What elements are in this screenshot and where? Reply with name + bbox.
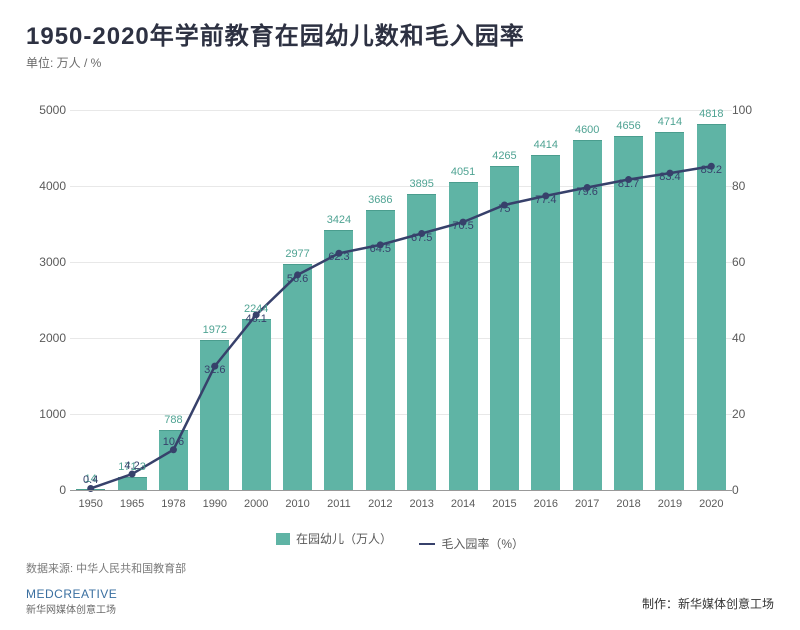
legend-line-label: 毛入园率（%） <box>441 535 524 552</box>
y-right-tick: 20 <box>732 407 772 421</box>
line-value-label: 67.5 <box>411 232 432 244</box>
chart-title: 1950-2020年学前教育在园幼儿数和毛入园率 <box>26 16 525 51</box>
line-value-label: 0.4 <box>83 474 98 486</box>
x-tick-label: 2013 <box>409 498 433 510</box>
y-left-tick: 1000 <box>26 407 66 421</box>
bar-value-label: 3686 <box>368 194 392 206</box>
data-source: 数据来源: 中华人民共和国教育部 <box>26 560 186 576</box>
bar-value-label: 788 <box>164 414 182 426</box>
line-value-label: 46.1 <box>245 313 266 325</box>
x-axis-line <box>70 490 732 491</box>
line-value-label: 81.7 <box>618 178 639 190</box>
bar <box>697 124 726 490</box>
bar-value-label: 4600 <box>575 124 599 136</box>
bar <box>283 264 312 490</box>
bar <box>242 319 271 490</box>
legend: 在园幼儿（万人） 毛入园率（%） <box>0 530 800 552</box>
bar-value-label: 4714 <box>658 116 682 128</box>
line-value-label: 79.6 <box>576 186 597 198</box>
bar-value-label: 4656 <box>616 120 640 132</box>
bar-value-label: 4265 <box>492 150 516 162</box>
producer: 制作：新华媒体创意工场 <box>642 595 774 612</box>
y-right-tick: 40 <box>732 331 772 345</box>
x-tick-label: 2011 <box>327 498 351 510</box>
chart-unit: 单位: 万人 / % <box>26 54 101 71</box>
bar <box>200 340 229 490</box>
legend-line: 毛入园率（%） <box>419 535 524 552</box>
line-value-label: 62.3 <box>328 251 349 263</box>
line-value-label: 85.2 <box>701 164 722 176</box>
x-tick-label: 1965 <box>120 498 144 510</box>
y-left-tick: 5000 <box>26 103 66 117</box>
bar <box>324 230 353 490</box>
y-right-tick: 60 <box>732 255 772 269</box>
bar <box>118 477 147 490</box>
bar-value-label: 3895 <box>409 178 433 190</box>
x-tick-label: 2020 <box>699 498 723 510</box>
line-value-label: 4.2 <box>124 460 139 472</box>
logo: MEDCREATIVE 新华网媒体创意工场 <box>26 587 117 616</box>
x-tick-label: 2017 <box>575 498 599 510</box>
line-value-label: 10.6 <box>163 436 184 448</box>
x-tick-label: 2012 <box>368 498 392 510</box>
logo-mark: MEDCREATIVE <box>26 587 117 601</box>
bars-container <box>70 110 732 490</box>
x-tick-label: 2014 <box>451 498 475 510</box>
line-value-label: 83.4 <box>659 171 680 183</box>
x-tick-label: 2019 <box>658 498 682 510</box>
bar-value-label: 4414 <box>534 139 558 151</box>
y-left-tick: 0 <box>26 483 66 497</box>
y-right-tick: 80 <box>732 179 772 193</box>
line-value-label: 32.6 <box>204 364 225 376</box>
line-value-label: 70.5 <box>452 220 473 232</box>
y-left-tick: 4000 <box>26 179 66 193</box>
line-value-label: 77.4 <box>535 194 556 206</box>
y-right-tick: 0 <box>732 483 772 497</box>
bar-value-label: 1972 <box>203 324 227 336</box>
x-tick-label: 2000 <box>244 498 268 510</box>
x-tick-label: 1978 <box>161 498 185 510</box>
line-value-label: 56.6 <box>287 273 308 285</box>
line-value-label: 64.5 <box>370 243 391 255</box>
bar <box>655 132 684 490</box>
legend-bar: 在园幼儿（万人） <box>276 530 392 547</box>
x-tick-label: 1950 <box>78 498 102 510</box>
x-tick-label: 2016 <box>534 498 558 510</box>
y-right-tick: 100 <box>732 103 772 117</box>
y-left-tick: 3000 <box>26 255 66 269</box>
line-swatch <box>419 543 435 545</box>
x-tick-label: 2015 <box>492 498 516 510</box>
x-tick-label: 2010 <box>285 498 309 510</box>
legend-bar-label: 在园幼儿（万人） <box>296 530 392 547</box>
x-tick-label: 2018 <box>616 498 640 510</box>
y-left-tick: 2000 <box>26 331 66 345</box>
bar-swatch <box>276 533 290 545</box>
logo-sub: 新华网媒体创意工场 <box>26 601 117 616</box>
bar-value-label: 4818 <box>699 108 723 120</box>
line-value-label: 75 <box>498 203 510 215</box>
bar-value-label: 2977 <box>285 248 309 260</box>
bar-value-label: 4051 <box>451 166 475 178</box>
x-tick-label: 1990 <box>203 498 227 510</box>
chart-area: 010002000300040005000 020406080100 19501… <box>26 110 766 520</box>
bar-value-label: 3424 <box>327 214 351 226</box>
